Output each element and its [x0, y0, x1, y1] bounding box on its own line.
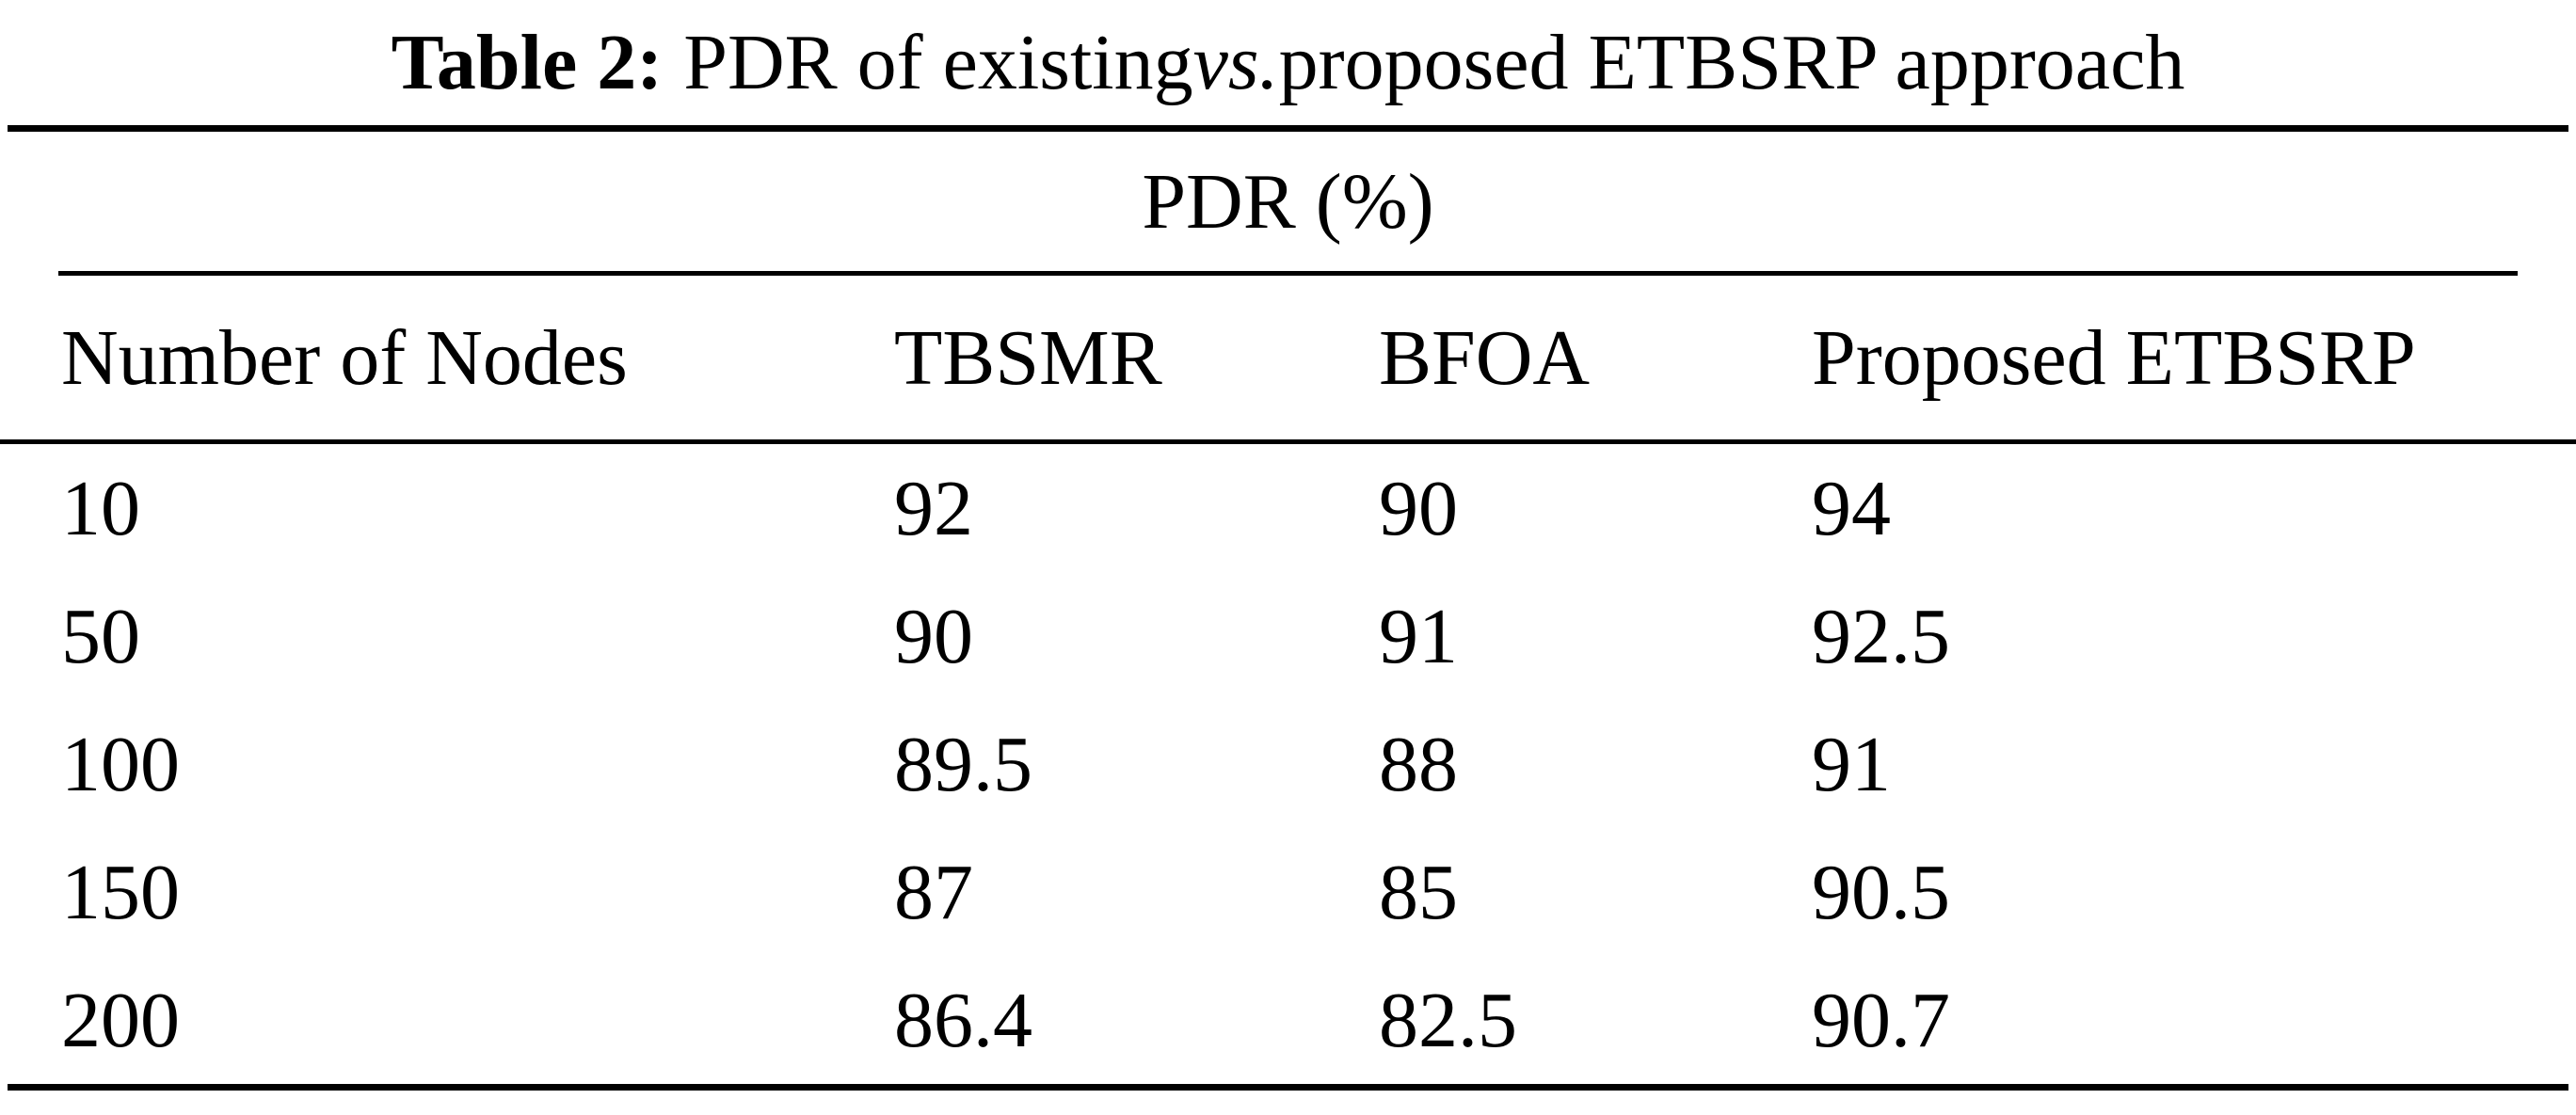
cell-tbsmr: 90: [894, 592, 973, 680]
column-header-bfoa: BFOA: [1379, 313, 1591, 402]
column-header-tbsmr: TBSMR: [894, 313, 1162, 402]
top-rule: [8, 125, 2568, 132]
cell-etbsrp: 94: [1812, 464, 1891, 552]
row-label-nodes: 50: [61, 592, 140, 680]
row-label-nodes: 200: [61, 976, 180, 1064]
table-caption-text-pre: PDR of existing: [683, 19, 1193, 106]
row-label-nodes: 150: [61, 848, 180, 936]
cell-tbsmr: 86.4: [894, 976, 1032, 1064]
bottom-rule: [8, 1084, 2568, 1091]
cell-etbsrp: 90.7: [1812, 976, 1950, 1064]
cell-tbsmr: 92: [894, 464, 973, 552]
cell-etbsrp: 91: [1812, 720, 1891, 808]
table-row: 10 92 90 94: [0, 444, 2576, 572]
table-caption: Table 2: PDR of existing vs. proposed ET…: [0, 0, 2576, 125]
table-caption-number: Table 2:: [391, 19, 664, 106]
cell-bfoa: 88: [1379, 720, 1458, 808]
group-header-pdr: PDR (%): [1142, 157, 1434, 246]
column-header-row: Number of Nodes TBSMR BFOA Proposed ETBS…: [0, 276, 2576, 439]
row-label-nodes: 100: [61, 720, 180, 808]
mid-rule: [58, 271, 2518, 276]
cell-bfoa: 82.5: [1379, 976, 1517, 1064]
cell-tbsmr: 89.5: [894, 720, 1032, 808]
table-row: 150 87 85 90.5: [0, 828, 2576, 956]
table-caption-text-post: proposed ETBSRP approach: [1278, 19, 2185, 106]
cell-etbsrp: 90.5: [1812, 848, 1950, 936]
cell-bfoa: 90: [1379, 464, 1458, 552]
cell-etbsrp: 92.5: [1812, 592, 1950, 680]
column-header-etbsrp: Proposed ETBSRP: [1812, 313, 2416, 402]
table-row: 200 86.4 82.5 90.7: [0, 956, 2576, 1084]
table-caption-vs: vs.: [1192, 19, 1279, 106]
table-row: 50 90 91 92.5: [0, 572, 2576, 700]
cell-tbsmr: 87: [894, 848, 973, 936]
table-row: 100 89.5 88 91: [0, 700, 2576, 828]
header-rule: [0, 439, 2576, 444]
cell-bfoa: 91: [1379, 592, 1458, 680]
row-label-nodes: 10: [61, 464, 140, 552]
column-header-nodes: Number of Nodes: [61, 313, 628, 402]
cell-bfoa: 85: [1379, 848, 1458, 936]
